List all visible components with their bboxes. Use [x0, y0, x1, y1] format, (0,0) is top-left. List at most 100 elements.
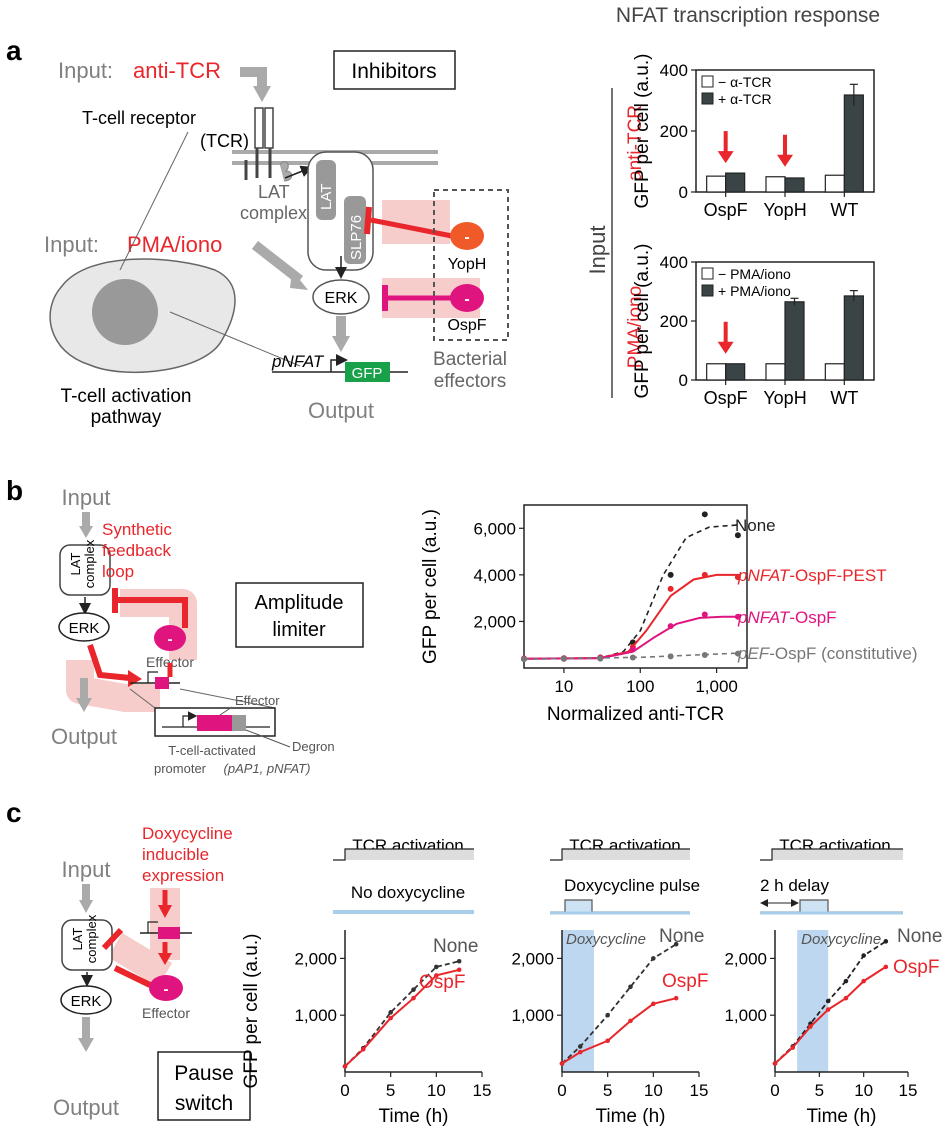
- dox-pulse-step: [550, 899, 690, 913]
- x-tick-label: 15: [690, 1081, 709, 1100]
- data-point: [667, 623, 674, 630]
- x-tick-label: YopH: [763, 200, 806, 220]
- x-axis-label: Time (h): [595, 1106, 665, 1127]
- data-point: [434, 964, 439, 970]
- synthetic-line3: loop: [102, 562, 134, 581]
- slp76-block: [344, 196, 366, 264]
- bar-minus: [824, 174, 845, 193]
- panel-c: c Input Doxycycline inducible expression…: [6, 797, 942, 1127]
- y-tick-label: 2,000: [724, 949, 767, 968]
- promoter-arrow: [330, 354, 348, 372]
- x-tick-label: 0: [557, 1081, 566, 1100]
- row2-side-label: PMA/iono: [625, 286, 646, 368]
- input-prefix-1: Input:: [58, 58, 113, 83]
- series-label: pNFAT-OspF-PEST: [737, 566, 887, 585]
- construct-promoter-arrow: [182, 711, 198, 727]
- x-tick-label: 100: [626, 677, 654, 696]
- data-point: [825, 998, 831, 1004]
- lat-label-c-word2: complex: [84, 914, 99, 963]
- erk-node-c: [60, 985, 112, 1015]
- data-point: [667, 571, 674, 578]
- data-point: [560, 655, 567, 662]
- x-tick-label: OspF: [704, 200, 748, 220]
- lat-box-c: [61, 919, 113, 971]
- timeline-2: TCR activation Doxycycline pulse: [550, 836, 700, 915]
- y-tick-label: 0: [679, 183, 688, 202]
- x-tick-label: 15: [899, 1081, 918, 1100]
- dox-delay-step: [760, 899, 903, 913]
- ospf-minus: -: [464, 291, 469, 308]
- series-label: OspF: [893, 957, 939, 978]
- dox-italic-label: Doxycycline: [566, 931, 646, 948]
- data-point: [883, 939, 889, 944]
- yoph-label: YopH: [448, 256, 487, 273]
- y-tick-label: 1,000: [724, 1006, 767, 1025]
- tcr-step-3: [760, 848, 903, 861]
- chart-a2: 0 200 400 GFP per cell (a.u.) OspF YopH WT − PM…: [632, 244, 875, 408]
- timeline-1: TCR activation No doxycycline: [333, 836, 474, 914]
- series-label: OspF: [419, 972, 465, 993]
- tcr-step-2: [550, 848, 690, 861]
- bar-plus: [725, 172, 746, 193]
- y-axis-label: GFP per cell (a.u.): [241, 934, 262, 1089]
- promoter-label: promoter: [154, 761, 207, 776]
- data-point: [597, 655, 604, 662]
- bar-plus: [784, 301, 805, 381]
- bacterial-line1: Bacterial: [433, 349, 507, 370]
- series-label: None: [897, 926, 942, 947]
- lat-label-c-word1: LAT: [70, 928, 85, 951]
- output-label-b: Output: [51, 724, 117, 749]
- pause-line1: Pause: [174, 1062, 234, 1085]
- tcr-receptor-left: [254, 107, 264, 149]
- x-axis-label: Time (h): [378, 1106, 448, 1127]
- tcr-bar-fill-2: [550, 849, 690, 860]
- x-tick-label: WT: [830, 388, 858, 408]
- input-pma: PMA/iono: [127, 232, 222, 257]
- inhibitors-label: Inhibitors: [351, 60, 436, 83]
- dox-pulse-label: Doxycycline pulse: [564, 876, 700, 895]
- promoter-arrow-b: [147, 671, 158, 683]
- bar-minus: [706, 363, 727, 381]
- dox-highlight-2: [107, 932, 173, 988]
- data-point: [651, 956, 656, 961]
- gfp-label: GFP: [352, 365, 383, 382]
- bar-plus: [843, 94, 864, 193]
- y-tick-label: 0: [679, 371, 688, 390]
- series-label-name: None: [735, 516, 776, 535]
- legend-label: + α-TCR: [718, 91, 772, 107]
- red-arrow-head: [717, 341, 734, 354]
- slp76-vertical: SLP76: [348, 215, 365, 260]
- x-tick-label: 15: [473, 1081, 492, 1100]
- effector-gene-c: [158, 927, 180, 939]
- lat-box-b: [59, 544, 111, 596]
- y-tick-label: 4,000: [473, 566, 516, 585]
- lat-label-c: LATcomplex: [70, 914, 99, 963]
- y-tick-label: 200: [660, 122, 688, 141]
- dox-shade: [562, 930, 594, 1072]
- data-point: [790, 1045, 796, 1050]
- yoph-inhibit-line: [370, 217, 453, 239]
- data-point: [772, 1061, 778, 1066]
- series-label-name: -OspF (constitutive): [769, 644, 917, 663]
- effector-label-c: Effector: [142, 1005, 190, 1021]
- data-point: [701, 651, 708, 658]
- data-point: [559, 1061, 565, 1066]
- series-label-prefix: pEF: [737, 644, 771, 663]
- chart-a1: 0 200 400 GFP per cell (a.u.) OspF YopH WT − α-…: [632, 54, 875, 220]
- series-line: [561, 943, 677, 1065]
- data-point: [434, 973, 439, 978]
- series-line: [523, 524, 740, 660]
- zoom-line-1: [119, 131, 189, 271]
- data-point: [843, 978, 849, 984]
- x-tick-label: 10: [554, 677, 573, 696]
- delay-label: 2 h delay: [760, 876, 829, 895]
- data-point: [701, 571, 708, 578]
- data-point: [861, 978, 866, 984]
- row1-side-label: anti-TCR: [625, 105, 646, 181]
- data-point: [411, 995, 416, 1001]
- data-point: [629, 654, 636, 661]
- y-tick-label: 2,000: [473, 612, 516, 631]
- panel-a: a Input: anti-TCR T-cell receptor (TCR) …: [6, 4, 880, 428]
- tcell-line1: T-cell activation: [61, 386, 192, 407]
